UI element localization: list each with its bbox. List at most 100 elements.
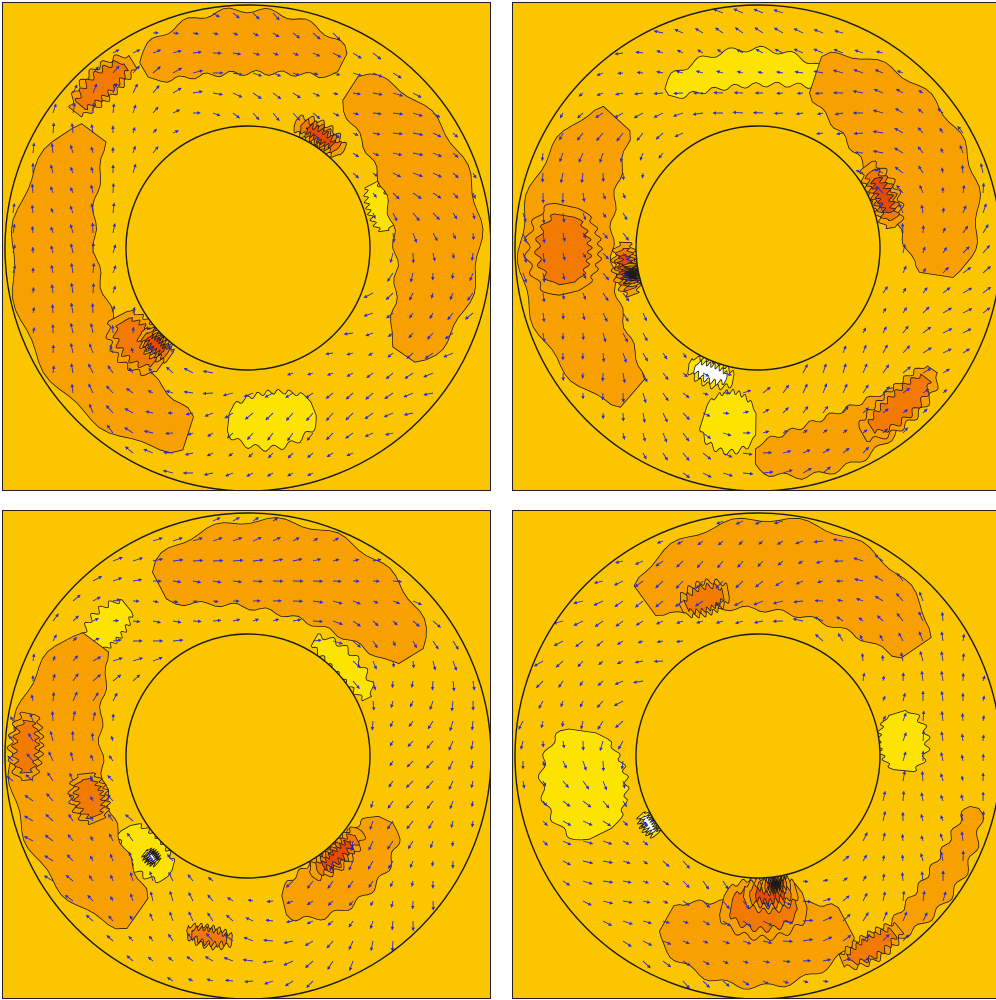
velocity-arrow	[862, 407, 869, 414]
velocity-arrow	[452, 640, 459, 650]
inner-cylinder	[635, 633, 881, 879]
velocity-arrow	[575, 640, 584, 648]
velocity-arrow	[389, 252, 394, 264]
velocity-arrow	[540, 152, 545, 162]
velocity-arrow	[409, 312, 414, 319]
velocity-arrow	[406, 820, 414, 830]
velocity-arrow	[50, 304, 55, 314]
velocity-arrow	[579, 700, 584, 708]
velocity-arrow	[89, 855, 94, 862]
velocity-arrow	[124, 446, 134, 454]
velocity-arrow	[922, 287, 928, 294]
velocity-arrow	[732, 110, 744, 115]
velocity-arrow	[658, 152, 664, 159]
velocity-arrow	[188, 891, 194, 902]
velocity-arrow	[372, 558, 382, 562]
velocity-arrow	[601, 352, 606, 363]
flow-panel-top-left	[2, 2, 491, 491]
velocity-arrow	[822, 466, 831, 474]
velocity-arrow	[31, 653, 36, 662]
flow-panel-bottom-right	[512, 510, 996, 999]
velocity-arrow	[252, 517, 260, 522]
velocity-arrow	[232, 92, 243, 98]
velocity-arrow	[172, 579, 182, 584]
velocity-arrow	[132, 557, 144, 562]
velocity-arrow	[878, 203, 884, 214]
velocity-arrow	[694, 28, 704, 34]
velocity-arrow	[412, 212, 420, 222]
velocity-arrow	[206, 452, 214, 457]
velocity-arrow	[112, 692, 118, 702]
velocity-arrow	[682, 472, 691, 478]
velocity-arrow	[392, 600, 401, 605]
velocity-arrow	[922, 267, 926, 274]
inner-cylinder	[125, 125, 371, 371]
velocity-arrow	[252, 72, 263, 77]
velocity-arrow	[207, 912, 214, 922]
velocity-arrow	[285, 412, 294, 421]
velocity-arrow	[742, 471, 754, 476]
velocity-arrow	[616, 640, 624, 645]
velocity-arrow	[232, 12, 240, 19]
velocity-arrow	[326, 452, 334, 458]
velocity-arrow	[942, 266, 949, 274]
velocity-arrow	[169, 911, 174, 922]
velocity-arrow	[642, 332, 648, 342]
velocity-arrow	[272, 72, 282, 77]
velocity-arrow	[562, 860, 572, 866]
velocity-arrow	[642, 352, 648, 362]
velocity-arrow	[363, 292, 374, 298]
velocity-arrow	[212, 580, 222, 584]
velocity-arrow	[982, 307, 991, 314]
velocity-arrow	[467, 292, 474, 301]
velocity-arrow	[813, 48, 824, 54]
annulus-plot	[4, 512, 490, 998]
velocity-arrow	[832, 69, 844, 74]
velocity-arrow	[167, 956, 174, 962]
velocity-arrow	[292, 92, 301, 99]
velocity-arrow	[602, 252, 609, 260]
velocity-arrow	[109, 344, 114, 354]
velocity-arrow	[283, 940, 294, 945]
velocity-arrow	[429, 312, 434, 320]
velocity-arrow	[922, 368, 932, 374]
velocity-arrow	[450, 820, 454, 829]
velocity-arrow	[52, 634, 57, 642]
velocity-arrow	[392, 72, 402, 79]
velocity-arrow	[252, 92, 262, 99]
velocity-arrow	[111, 182, 116, 194]
velocity-arrow	[348, 940, 354, 951]
velocity-arrow	[126, 832, 134, 842]
velocity-arrow	[602, 272, 610, 281]
velocity-arrow	[145, 410, 154, 414]
velocity-arrow	[533, 660, 544, 667]
velocity-arrow	[622, 432, 626, 440]
velocity-arrow	[578, 152, 584, 163]
velocity-arrow	[168, 871, 174, 882]
velocity-arrow	[306, 412, 314, 422]
velocity-arrow	[91, 242, 96, 254]
velocity-arrow	[192, 537, 203, 542]
velocity-arrow	[68, 793, 74, 802]
velocity-arrow	[30, 183, 35, 194]
velocity-arrow	[452, 132, 459, 138]
velocity-arrow	[132, 65, 140, 74]
velocity-arrow	[560, 720, 565, 728]
velocity-arrow	[410, 880, 415, 887]
velocity-arrow	[106, 935, 114, 942]
velocity-arrow	[370, 800, 374, 809]
velocity-arrow	[602, 840, 613, 845]
velocity-arrow	[272, 52, 279, 56]
velocity-arrow	[110, 324, 115, 334]
velocity-arrow	[722, 372, 733, 377]
velocity-arrow	[50, 245, 54, 254]
velocity-arrow	[364, 432, 374, 437]
velocity-arrow	[152, 49, 162, 54]
velocity-arrow	[306, 980, 314, 988]
velocity-arrow	[636, 70, 644, 75]
velocity-arrow	[522, 212, 527, 223]
velocity-arrow	[392, 152, 403, 157]
velocity-arrow	[64, 894, 74, 902]
velocity-arrow	[28, 733, 34, 742]
velocity-arrow	[412, 92, 422, 98]
